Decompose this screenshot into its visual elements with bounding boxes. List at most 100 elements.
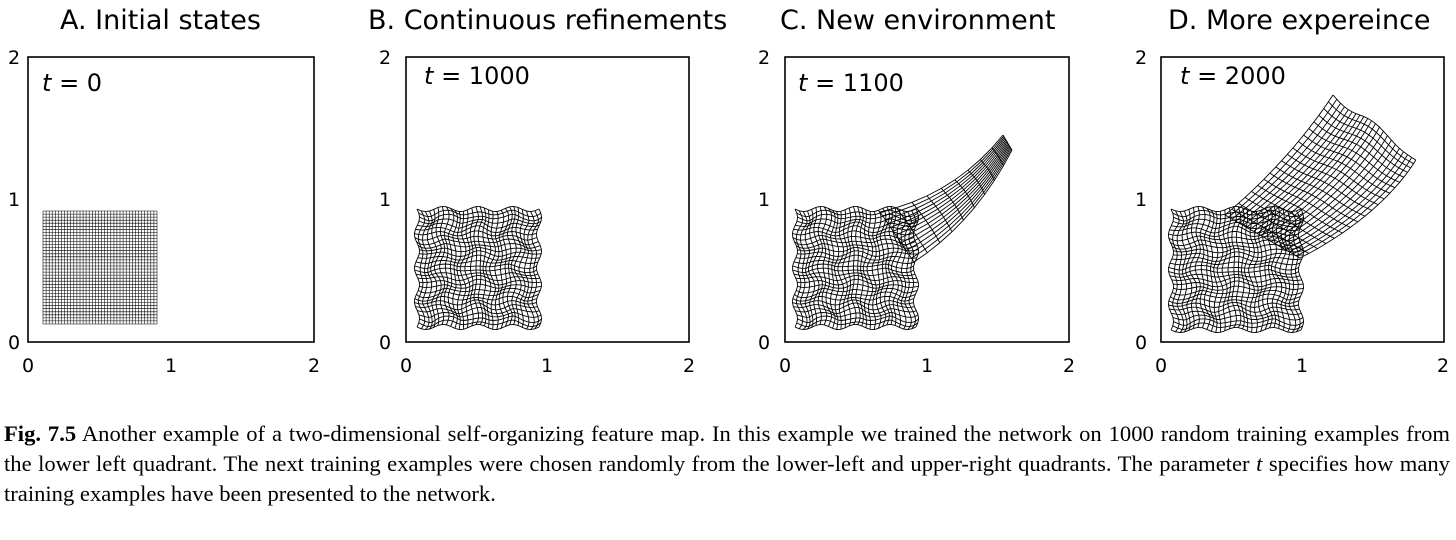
mesh-line [797,283,919,289]
mesh-line [452,210,458,329]
x-tick: 1 [1296,355,1308,377]
mesh-line [1257,185,1343,234]
mesh-line [1297,208,1305,331]
mesh-line [940,188,964,221]
mesh-line [792,299,914,306]
mesh-line [900,210,907,330]
mesh-line [419,213,542,222]
mesh-line [1240,207,1245,330]
mesh-line [1169,225,1300,234]
mesh-line [1169,305,1300,313]
mesh-line [793,260,916,264]
mesh-line [887,138,1006,224]
mesh-line [795,254,917,261]
y-tick: 2 [379,47,391,69]
x-tick: 2 [1437,355,1449,377]
mesh-line [1170,293,1301,301]
mesh-line [1279,209,1287,331]
y-tick: 1 [379,189,391,211]
mesh-line [430,209,438,328]
x-tick: 2 [1063,355,1075,377]
mesh-line [792,295,914,302]
mesh-line [414,295,537,302]
mesh-line [418,319,542,328]
mesh-line [879,211,915,263]
mesh-line [1181,210,1188,333]
mesh-line [415,225,538,234]
mesh-line [1249,114,1361,230]
mesh-line [1308,128,1400,183]
mesh-line [890,139,1007,228]
mesh-line [416,323,540,331]
mesh-line [1263,178,1351,228]
mesh-line [1172,322,1304,330]
plot-frame [27,56,315,343]
mesh-line [1194,206,1201,328]
mesh-line [866,211,874,330]
mesh-line [518,209,526,328]
mesh-line [797,250,919,257]
mesh-line [447,208,455,327]
mesh-line [1168,301,1299,308]
mesh-line [419,278,542,286]
mesh-line [1278,139,1392,247]
mesh-line [434,207,442,326]
mesh-line [1224,94,1334,216]
mesh-line [1287,153,1379,206]
mesh-line [1173,280,1304,288]
mesh-line [1260,120,1372,236]
mesh-line [796,243,918,249]
mesh-line [879,134,1004,213]
mesh-line [1313,121,1404,178]
mesh-line [1203,208,1211,330]
mesh-line [415,302,538,311]
mesh-line [1288,211,1297,333]
figure-caption: Fig. 7.5 Another example of a two-dimens… [4,419,1450,509]
mesh-line [1168,269,1299,275]
mesh-line [510,206,517,325]
som-mesh [413,205,543,331]
mesh-line [908,147,1011,255]
caption-text: Another example of a two-dimensional sel… [4,421,1450,476]
mesh-line [912,208,920,328]
mesh-line [817,206,823,325]
mesh-line [1235,106,1345,222]
mesh-line [477,206,484,325]
mesh-line [1239,109,1349,224]
mesh-line [1228,99,1338,218]
y-tick: 2 [8,47,20,69]
mesh-line [871,211,877,330]
mesh-line [913,149,1013,263]
som-mesh [791,134,1013,331]
mesh-line [414,267,537,274]
mesh-line [1173,248,1304,254]
mesh-line [882,135,1005,217]
panel-title: C. New environment [780,5,1055,36]
mesh-line [418,312,542,318]
mesh-line [1216,211,1224,333]
mesh-line [1299,159,1417,259]
mesh-line [1231,208,1310,254]
mesh-line [1213,211,1219,333]
mesh-line [795,275,917,282]
mesh-line [418,287,541,294]
mesh-line [419,250,542,257]
mesh-line [892,140,1007,232]
mesh-line [830,210,836,329]
mesh-line [469,207,474,327]
mesh-line [834,211,840,330]
mesh-line [1262,208,1269,330]
mesh-line [527,211,535,330]
x-tick: 2 [308,355,320,377]
mesh-line [1244,209,1251,331]
mesh-line [1264,123,1376,238]
mesh-line [797,315,919,324]
mesh-line [456,211,462,330]
mesh-line [494,211,500,330]
mesh-line [1168,235,1299,242]
mesh-line [414,234,537,241]
mesh-line [414,263,537,270]
mesh-line [793,272,916,277]
x-tick: 2 [683,355,695,377]
mesh-line [414,230,537,237]
